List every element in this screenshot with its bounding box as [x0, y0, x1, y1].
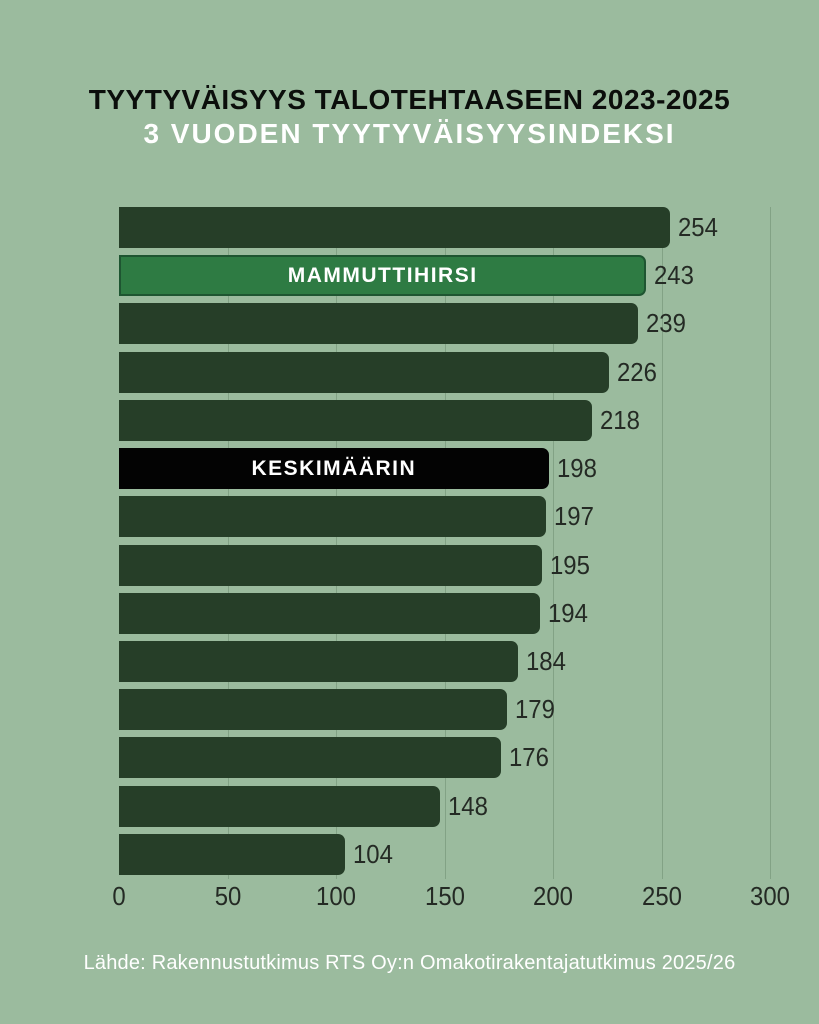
bar — [119, 785, 441, 827]
bar — [119, 833, 345, 875]
bar-row: 226 — [119, 351, 770, 393]
bar — [119, 544, 543, 586]
gridline — [770, 207, 771, 879]
gridlines — [119, 207, 771, 879]
bar-row: 184 — [119, 640, 770, 682]
bar-label: MAMMUTTIHIRSI — [287, 263, 478, 287]
bar-value: 195 — [550, 549, 591, 580]
bar — [119, 399, 593, 441]
bar-value: 197 — [554, 501, 595, 532]
bar-value: 104 — [352, 838, 393, 869]
bar-row: 218 — [119, 399, 770, 441]
bar-value: 198 — [556, 453, 597, 484]
x-axis-tick-label: 100 — [316, 881, 356, 911]
gridline — [553, 207, 554, 879]
bar-row: 104 — [119, 833, 770, 875]
bar — [119, 737, 501, 779]
x-axis-tick-label: 50 — [214, 881, 241, 911]
chart-subtitle: 3 VUODEN TYYTYVÄISYYSINDEKSI — [143, 118, 676, 149]
bar-value: 218 — [600, 404, 640, 435]
bar-row: 176 — [119, 737, 770, 779]
gridline — [444, 207, 446, 879]
bar — [119, 689, 508, 731]
bar-value: 179 — [515, 694, 556, 725]
gridline — [661, 207, 663, 879]
bar: KESKIMÄÄRIN — [119, 448, 549, 490]
bar-row: 254 — [119, 207, 770, 248]
bar — [119, 496, 547, 538]
bar-value: 243 — [654, 260, 695, 291]
bar-row: 194 — [119, 592, 770, 634]
bar-chart: 254 MAMMUTTIHIRSI 243 239 226 218 KESKIM… — [119, 207, 771, 879]
x-axis-tick-label: 200 — [533, 881, 573, 911]
bar — [119, 303, 638, 345]
bar-row: 195 — [119, 544, 770, 586]
bar-row: 197 — [119, 496, 770, 538]
bar-value: 239 — [645, 308, 686, 339]
bar — [119, 351, 610, 393]
bar-value: 226 — [617, 356, 658, 387]
chart-title: TYYTYVÄISYYS TALOTEHTAASEEN 2023-2025 — [88, 84, 731, 115]
x-axis-tick-label: 0 — [112, 881, 126, 911]
bar-row: MAMMUTTIHIRSI 243 — [119, 255, 770, 297]
bar-value: 254 — [678, 212, 719, 242]
bar-value: 194 — [547, 597, 588, 628]
x-axis-tick-label: 300 — [750, 881, 790, 911]
source-note: Lähde: Rakennustutkimus RTS Oy:n Omakoti… — [83, 952, 736, 974]
chart-header: TYYTYVÄISYYS TALOTEHTAASEEN 2023-2025 3 … — [0, 84, 819, 150]
bar-value: 176 — [508, 742, 549, 773]
bar — [119, 592, 540, 634]
bar — [119, 207, 671, 248]
bar: MAMMUTTIHIRSI — [119, 255, 647, 297]
bar-label: KESKIMÄÄRIN — [251, 456, 417, 480]
gridline — [336, 207, 337, 879]
gridline — [227, 207, 229, 879]
bar — [119, 640, 519, 682]
bar-row: 148 — [119, 785, 770, 827]
x-axis-tick-label: 150 — [424, 881, 465, 911]
bar-row: 239 — [119, 303, 770, 345]
bars-container: 254 MAMMUTTIHIRSI 243 239 226 218 KESKIM… — [119, 207, 770, 875]
bar-row: 179 — [119, 689, 770, 731]
bar-row: KESKIMÄÄRIN 198 — [119, 448, 770, 490]
x-axis: 0 50 100 150 200 250 300 — [112, 881, 790, 913]
bar-value: 148 — [448, 790, 489, 821]
x-axis-tick-label: 250 — [641, 881, 682, 911]
bar-value: 184 — [526, 645, 567, 676]
